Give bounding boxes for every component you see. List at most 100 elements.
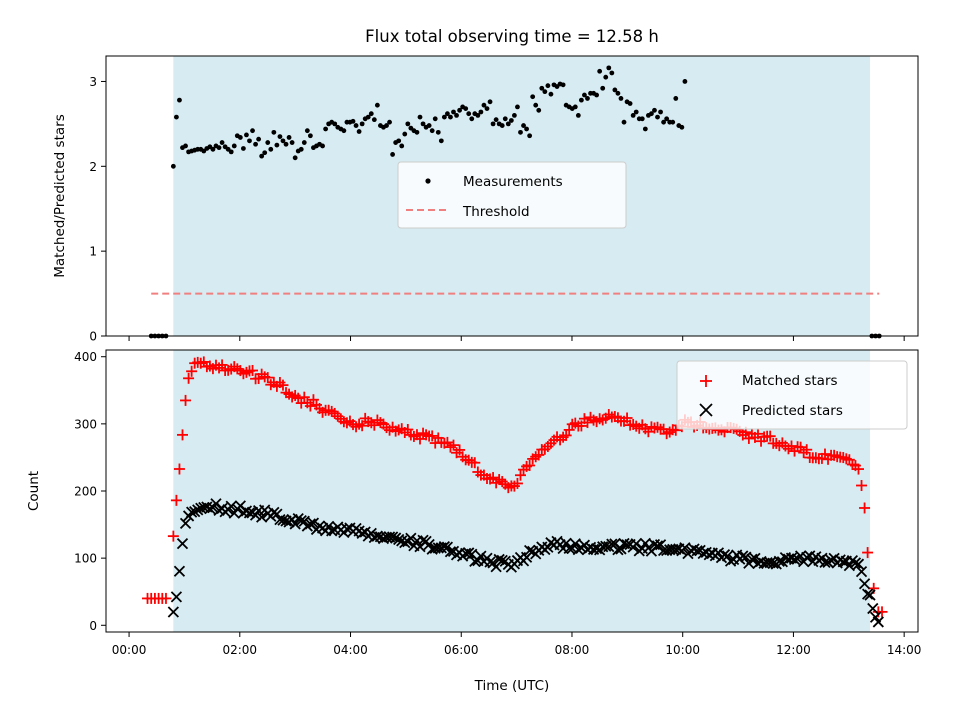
measurement-point [454, 112, 459, 118]
measurement-point [402, 131, 408, 137]
measurement-point [603, 74, 609, 80]
measurement-point [469, 116, 475, 122]
predicted-star-point [386, 531, 399, 543]
predicted-marker-b [749, 552, 761, 565]
measurement-point [420, 121, 426, 127]
predicted-star-point [185, 506, 198, 518]
y-tick-label: 100 [74, 552, 97, 566]
measurement-point [457, 107, 462, 113]
predicted-marker-b [788, 553, 801, 566]
predicted-star-point [843, 559, 855, 572]
measurement-point [682, 79, 688, 84]
predicted-star-point [523, 544, 536, 557]
predicted-marker-b [861, 588, 874, 600]
measurement-point [445, 111, 450, 117]
measurement-point [350, 118, 356, 124]
predicted-star-point [651, 540, 664, 552]
predicted-star-point [170, 591, 183, 603]
measurement-point [390, 152, 395, 157]
predicted-star-point [167, 606, 179, 618]
measurement-point [652, 107, 657, 113]
predicted-marker-b [405, 532, 417, 544]
measurement-point [606, 65, 612, 71]
x-tick-label: 00:00 [112, 643, 147, 657]
matched-star-point [524, 459, 536, 471]
measurement-point [484, 106, 490, 112]
predicted-marker-b [298, 515, 310, 527]
predicted-marker-b [712, 547, 725, 559]
predicted-marker-b [801, 551, 813, 564]
measurement-point [359, 121, 365, 127]
measurement-point [323, 126, 329, 132]
top-y-ticks: 0 1 2 3 [89, 75, 106, 344]
measurement-point [633, 109, 639, 115]
measurement-point [441, 114, 447, 120]
predicted-marker-b [179, 517, 192, 529]
measurement-point [253, 141, 258, 147]
predicted-marker-b [764, 557, 776, 569]
legend-measurements-label: Measurements [463, 174, 563, 190]
measurement-point [539, 85, 545, 91]
measurement-point [247, 138, 252, 144]
measurement-point [237, 135, 243, 140]
predicted-star-point [600, 540, 612, 552]
measurement-point [448, 114, 453, 120]
predicted-marker-b [383, 531, 396, 543]
measurement-point [274, 142, 280, 148]
measurement-point [174, 114, 179, 120]
top-x-ticks [128, 336, 905, 341]
predicted-marker-b [234, 500, 246, 512]
matched-star-point [514, 469, 526, 481]
predicted-marker-b [185, 506, 198, 518]
predicted-marker-b [523, 544, 536, 557]
measurement-point [524, 126, 529, 132]
measurement-point [170, 163, 176, 169]
predicted-marker-b [390, 532, 402, 544]
measurement-point [374, 102, 380, 108]
measurement-point [371, 117, 377, 123]
measurement-point [627, 101, 633, 106]
measurement-point [435, 129, 441, 135]
measurement-point [639, 116, 645, 122]
measurement-point [399, 143, 405, 149]
predicted-star-point [399, 536, 411, 549]
predicted-marker-b [679, 542, 691, 554]
matched-star-point [575, 420, 587, 432]
matched-star-point [876, 606, 888, 618]
legend-matched-label: Matched stars [742, 373, 838, 389]
measurement-point [530, 94, 536, 100]
predicted-marker-b [277, 514, 289, 526]
measurement-point [478, 109, 484, 115]
predicted-marker-b [819, 556, 831, 569]
measurement-point [283, 141, 289, 147]
measurement-point [259, 153, 265, 159]
predicted-star-point [256, 511, 268, 523]
predicted-marker-b [718, 549, 731, 561]
predicted-star-point [691, 545, 703, 557]
top-series-layer [148, 65, 882, 339]
matched-star-point [447, 439, 459, 451]
measurement-point [262, 150, 268, 156]
x-tick-label: 02:00 [222, 643, 257, 657]
measurement-point [575, 112, 581, 118]
measurement-point [679, 124, 685, 130]
predicted-marker-b [243, 507, 256, 519]
predicted-marker-b [804, 550, 816, 562]
predicted-marker-b [621, 539, 633, 551]
predicted-marker-b [189, 506, 201, 518]
predicted-star-point [721, 550, 734, 562]
measurement-point [502, 116, 508, 122]
predicted-star-point [749, 552, 761, 565]
matched-star-point [426, 430, 438, 442]
predicted-star-point [767, 557, 779, 569]
measurement-point [518, 129, 523, 135]
predicted-marker-b [176, 538, 189, 550]
predicted-marker-b [703, 549, 715, 561]
predicted-marker-b [496, 554, 508, 567]
measurement-point [505, 121, 511, 127]
measurement-point [582, 92, 587, 98]
measurement-point [244, 132, 249, 138]
predicted-marker-b [737, 550, 749, 562]
predicted-marker-b [828, 552, 840, 565]
measurement-point [621, 119, 627, 125]
